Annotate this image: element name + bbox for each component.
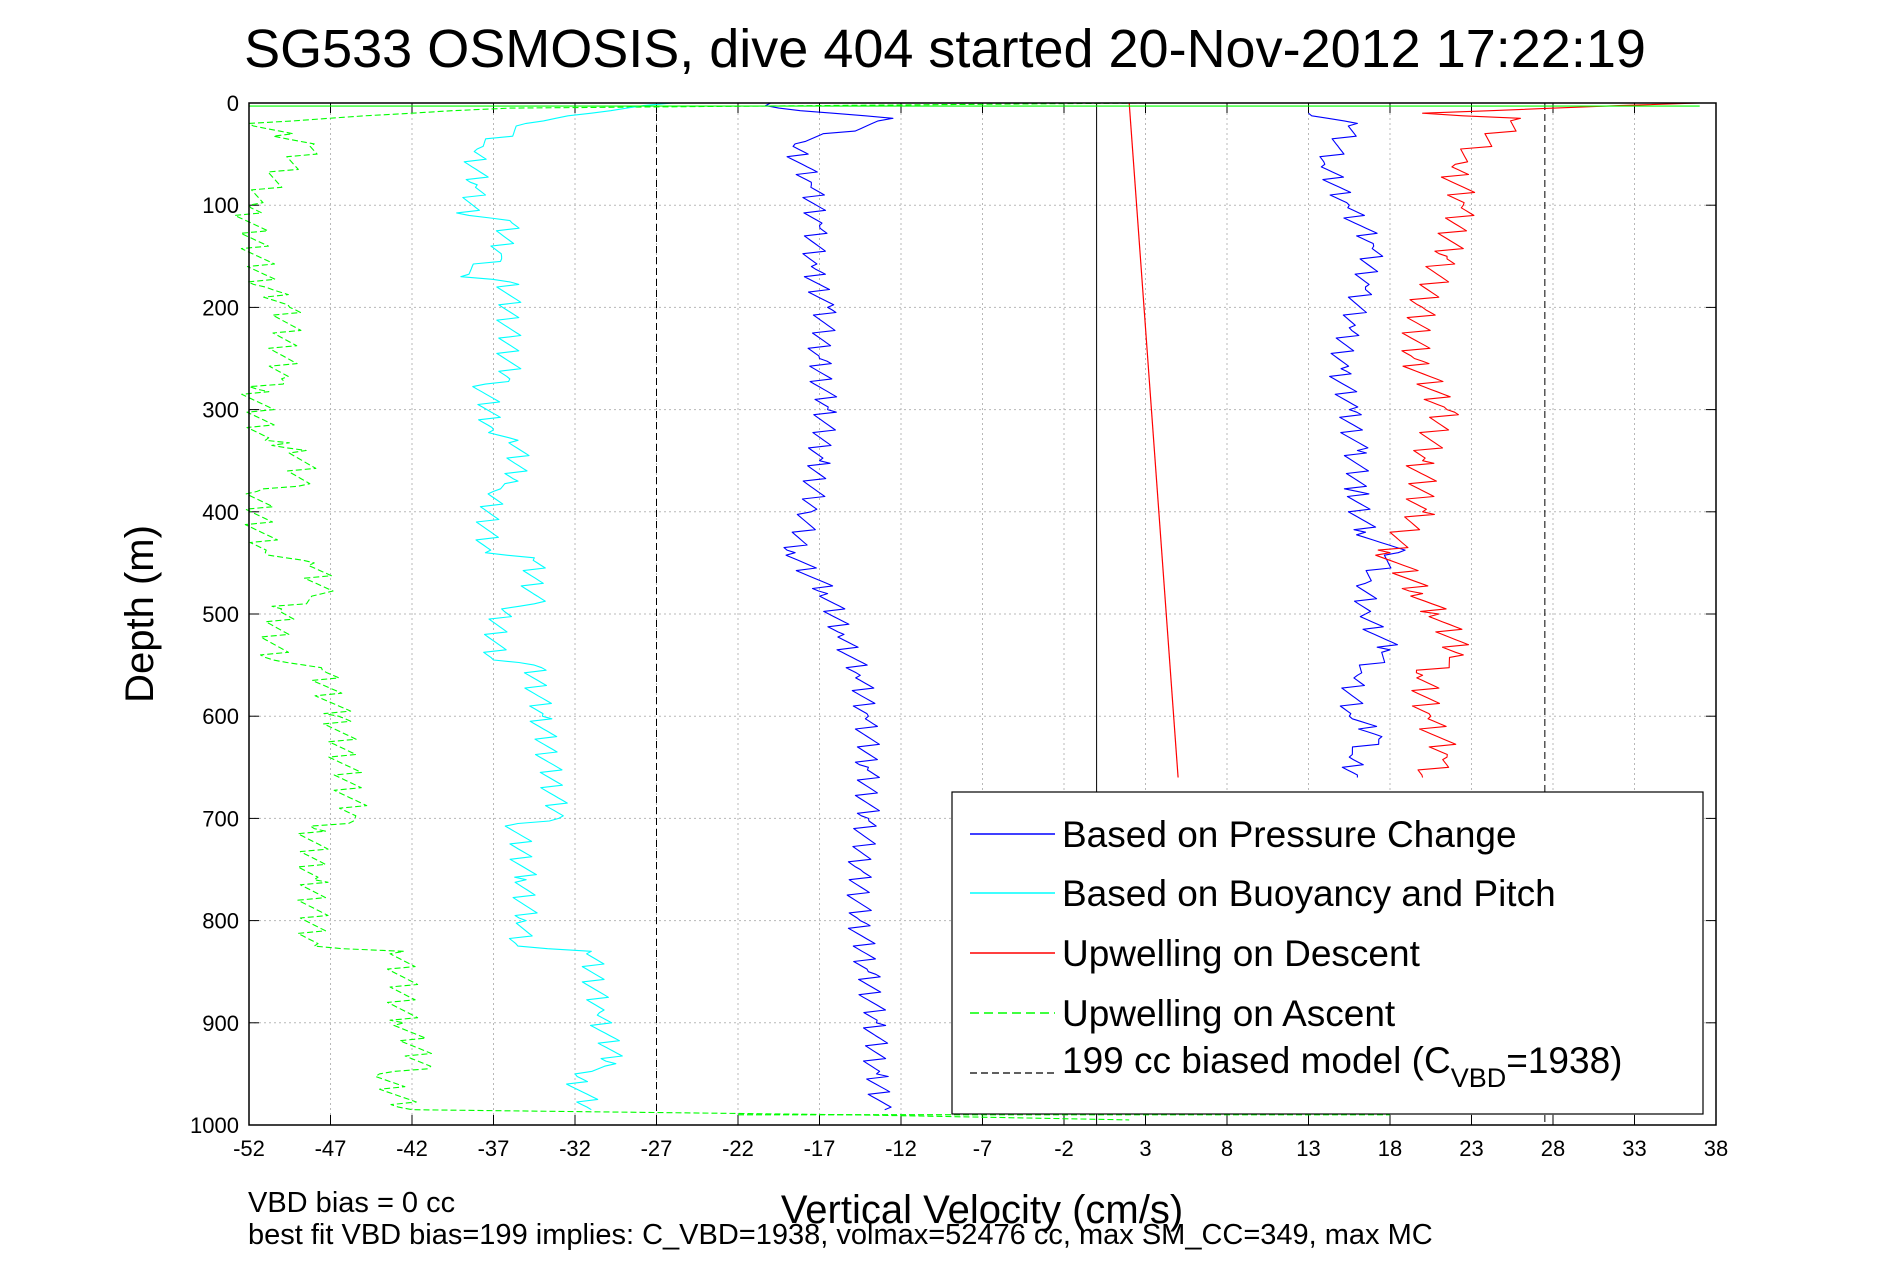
x-tick-label: -2 bbox=[1054, 1136, 1074, 1161]
legend-label-buoyancy: Based on Buoyancy and Pitch bbox=[1062, 873, 1556, 914]
bias-annotation: VBD bias = 0 cc bbox=[248, 1187, 455, 1219]
x-tick-label: 38 bbox=[1704, 1136, 1728, 1161]
y-tick-label: 900 bbox=[202, 1011, 239, 1036]
series-pressure-return-line bbox=[1308, 112, 1406, 778]
series-descent-trend-line bbox=[1128, 102, 1179, 778]
legend-label-pressure: Based on Pressure Change bbox=[1062, 814, 1517, 855]
x-tick-label: -12 bbox=[885, 1136, 917, 1161]
series-pressure-line bbox=[765, 102, 894, 1111]
fit-annotation: best fit VBD bias=199 implies: C_VBD=193… bbox=[248, 1219, 1433, 1251]
x-tick-label: 8 bbox=[1221, 1136, 1233, 1161]
legend-label-ascent: Upwelling on Ascent bbox=[1062, 993, 1396, 1034]
series-descent-line bbox=[1375, 102, 1700, 778]
chart-title: SG533 OSMOSIS, dive 404 started 20-Nov-2… bbox=[244, 19, 1646, 79]
x-tick-label: -37 bbox=[478, 1136, 510, 1161]
y-axis-label: Depth (m) bbox=[118, 525, 162, 703]
legend-label-model: 199 cc biased model (CVBD=1938) bbox=[1062, 1040, 1622, 1093]
x-tick-label: 28 bbox=[1541, 1136, 1565, 1161]
legend-label-descent: Upwelling on Descent bbox=[1062, 933, 1421, 974]
legend: Based on Pressure Change Based on Buoyan… bbox=[951, 791, 1704, 1115]
series-ascent-line bbox=[234, 102, 1146, 1121]
y-tick-label: 800 bbox=[202, 909, 239, 934]
x-tick-label: -42 bbox=[396, 1136, 428, 1161]
x-tick-label: -17 bbox=[804, 1136, 836, 1161]
x-tick-label: -7 bbox=[973, 1136, 993, 1161]
y-tick-label: 300 bbox=[202, 398, 239, 423]
x-tick-label: 33 bbox=[1622, 1136, 1646, 1161]
y-tick-label: 0 bbox=[227, 91, 239, 116]
x-tick-label: -27 bbox=[641, 1136, 673, 1161]
legend-box bbox=[951, 791, 1704, 1115]
x-tick-label: -47 bbox=[315, 1136, 347, 1161]
y-tick-label: 700 bbox=[202, 806, 239, 831]
y-tick-label: 100 bbox=[202, 193, 239, 218]
x-tick-label: 23 bbox=[1459, 1136, 1483, 1161]
y-tick-label: 400 bbox=[202, 500, 239, 525]
x-tick-label: 13 bbox=[1296, 1136, 1320, 1161]
x-tick-label: -32 bbox=[559, 1136, 591, 1161]
x-tick-label: 18 bbox=[1378, 1136, 1402, 1161]
y-tick-label: 200 bbox=[202, 295, 239, 320]
x-tick-label: 3 bbox=[1139, 1136, 1151, 1161]
plot-frame bbox=[248, 102, 1717, 1126]
y-tick-label: 500 bbox=[202, 602, 239, 627]
y-tick-label: 1000 bbox=[190, 1113, 239, 1138]
y-axis-ticks: 0 100 200 300 400 500 600 700 800 900 1000 bbox=[190, 91, 1716, 1138]
x-axis-label: Vertical Velocity (cm/s) bbox=[781, 1188, 1183, 1232]
x-tick-label: -52 bbox=[233, 1136, 265, 1161]
y-tick-label: 600 bbox=[202, 704, 239, 729]
series-buoyancy-line bbox=[456, 102, 673, 1111]
x-tick-label: -22 bbox=[722, 1136, 754, 1161]
